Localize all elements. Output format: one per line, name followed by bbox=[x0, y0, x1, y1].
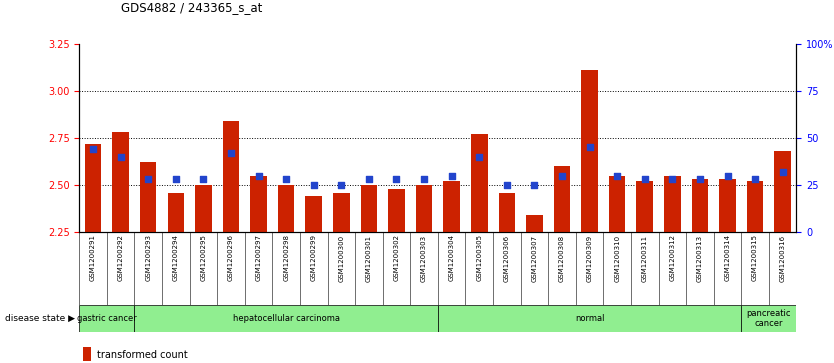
Text: GSM1200298: GSM1200298 bbox=[283, 234, 289, 281]
Text: GSM1200316: GSM1200316 bbox=[780, 234, 786, 282]
Text: GSM1200315: GSM1200315 bbox=[752, 234, 758, 281]
Bar bbox=[83, 347, 92, 362]
Bar bbox=[195, 185, 212, 232]
Text: disease state ▶: disease state ▶ bbox=[5, 314, 75, 323]
Bar bbox=[278, 185, 294, 232]
Bar bbox=[333, 193, 349, 232]
Bar bbox=[719, 179, 736, 232]
Point bbox=[473, 154, 486, 160]
Text: GSM1200295: GSM1200295 bbox=[200, 234, 206, 281]
Point bbox=[362, 176, 375, 182]
Point bbox=[445, 173, 459, 179]
Bar bbox=[250, 176, 267, 232]
Point bbox=[693, 176, 706, 182]
Point bbox=[528, 182, 541, 188]
Text: GSM1200305: GSM1200305 bbox=[476, 234, 482, 281]
Point bbox=[114, 154, 128, 160]
Point bbox=[142, 176, 155, 182]
Point bbox=[224, 150, 238, 156]
Point bbox=[583, 144, 596, 150]
Point bbox=[307, 182, 320, 188]
Bar bbox=[388, 189, 404, 232]
Text: GSM1200308: GSM1200308 bbox=[559, 234, 565, 282]
Bar bbox=[554, 166, 570, 232]
Point bbox=[721, 173, 734, 179]
Bar bbox=[416, 185, 432, 232]
Text: GSM1200310: GSM1200310 bbox=[614, 234, 620, 282]
Text: GSM1200306: GSM1200306 bbox=[504, 234, 510, 282]
Point bbox=[638, 176, 651, 182]
Bar bbox=[741, 305, 796, 332]
Bar bbox=[746, 182, 763, 232]
Bar bbox=[471, 134, 488, 232]
Bar bbox=[85, 144, 101, 232]
Text: GSM1200299: GSM1200299 bbox=[311, 234, 317, 281]
Text: gastric cancer: gastric cancer bbox=[77, 314, 137, 323]
Point bbox=[748, 176, 761, 182]
Text: hepatocellular carcinoma: hepatocellular carcinoma bbox=[233, 314, 339, 323]
Text: GSM1200300: GSM1200300 bbox=[339, 234, 344, 282]
Point bbox=[169, 176, 183, 182]
Bar bbox=[581, 70, 598, 232]
Text: GSM1200312: GSM1200312 bbox=[670, 234, 676, 281]
Bar bbox=[526, 215, 543, 232]
Point bbox=[610, 173, 624, 179]
Text: pancreatic
cancer: pancreatic cancer bbox=[746, 309, 791, 328]
Text: GSM1200304: GSM1200304 bbox=[449, 234, 455, 281]
Text: GDS4882 / 243365_s_at: GDS4882 / 243365_s_at bbox=[121, 1, 263, 15]
Text: GSM1200313: GSM1200313 bbox=[697, 234, 703, 282]
Text: GSM1200311: GSM1200311 bbox=[641, 234, 648, 282]
Point bbox=[252, 173, 265, 179]
Bar bbox=[113, 132, 129, 232]
Point bbox=[87, 146, 100, 152]
Text: GSM1200303: GSM1200303 bbox=[421, 234, 427, 282]
Bar bbox=[664, 176, 681, 232]
Bar bbox=[79, 305, 134, 332]
Bar bbox=[691, 179, 708, 232]
Text: transformed count: transformed count bbox=[97, 350, 188, 359]
Point bbox=[279, 176, 293, 182]
Point bbox=[389, 176, 403, 182]
Text: GSM1200292: GSM1200292 bbox=[118, 234, 123, 281]
Bar bbox=[609, 176, 626, 232]
Text: normal: normal bbox=[575, 314, 605, 323]
Text: GSM1200294: GSM1200294 bbox=[173, 234, 178, 281]
Text: GSM1200314: GSM1200314 bbox=[725, 234, 731, 281]
Bar bbox=[223, 121, 239, 232]
Point bbox=[334, 182, 348, 188]
Text: GSM1200309: GSM1200309 bbox=[586, 234, 593, 282]
Bar bbox=[636, 182, 653, 232]
Text: GSM1200291: GSM1200291 bbox=[90, 234, 96, 281]
Text: GSM1200296: GSM1200296 bbox=[228, 234, 234, 281]
Bar bbox=[305, 196, 322, 232]
Bar bbox=[140, 163, 157, 232]
Point bbox=[555, 173, 569, 179]
Text: GSM1200293: GSM1200293 bbox=[145, 234, 151, 281]
Text: GSM1200307: GSM1200307 bbox=[531, 234, 537, 282]
Bar bbox=[360, 185, 377, 232]
Text: GSM1200297: GSM1200297 bbox=[255, 234, 262, 281]
Text: GSM1200302: GSM1200302 bbox=[394, 234, 399, 281]
Bar bbox=[775, 151, 791, 232]
Text: GSM1200301: GSM1200301 bbox=[366, 234, 372, 282]
Point bbox=[197, 176, 210, 182]
Bar bbox=[134, 305, 438, 332]
Point bbox=[500, 182, 514, 188]
Bar bbox=[168, 193, 184, 232]
Point bbox=[776, 169, 789, 175]
Bar bbox=[444, 182, 460, 232]
Bar bbox=[438, 305, 741, 332]
Bar bbox=[499, 193, 515, 232]
Point bbox=[666, 176, 679, 182]
Point bbox=[417, 176, 430, 182]
